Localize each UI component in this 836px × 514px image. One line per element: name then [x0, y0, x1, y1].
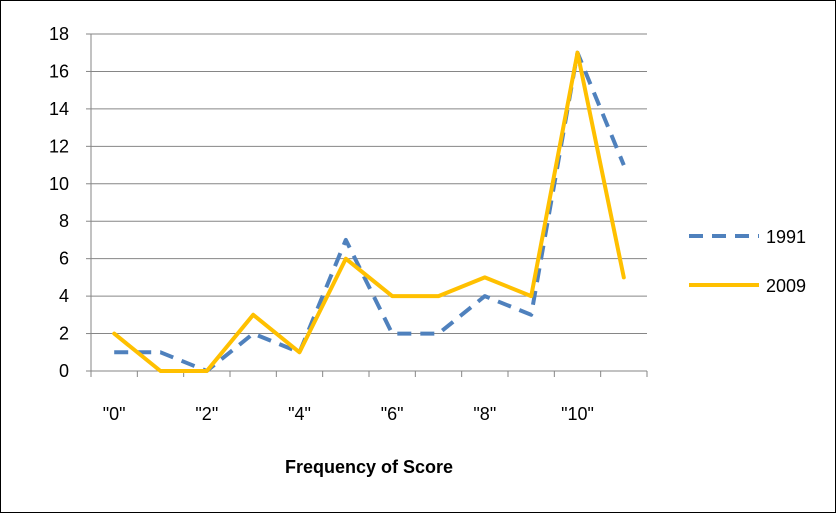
y-tick-label: 18	[49, 24, 69, 44]
y-tick-label: 16	[49, 61, 69, 81]
data-point-1991	[112, 350, 116, 354]
series-line-1991	[114, 50, 626, 373]
data-point-2009	[298, 350, 302, 354]
x-axis-title: Frequency of Score	[285, 457, 453, 477]
y-tick-label: 6	[59, 249, 69, 269]
y-tick-label: 12	[49, 136, 69, 156]
data-point-2009	[205, 369, 209, 373]
y-tick-label: 14	[49, 99, 69, 119]
x-tick-label: "2"	[195, 404, 218, 424]
data-point-2009	[390, 294, 394, 298]
x-tick-label: "0"	[103, 404, 126, 424]
x-tick-label: "4"	[288, 404, 311, 424]
x-tick-label: "8"	[473, 404, 496, 424]
y-tick-label: 0	[59, 361, 69, 381]
data-point-2009	[483, 275, 487, 279]
y-tick-label: 4	[59, 286, 69, 306]
data-point-2009	[576, 51, 580, 55]
data-point-2009	[159, 369, 163, 373]
data-point-1991	[437, 332, 441, 336]
data-point-1991	[483, 294, 487, 298]
data-point-2009	[344, 257, 348, 261]
data-point-1991	[344, 238, 348, 242]
data-point-1991	[251, 332, 255, 336]
x-tick-label: "10"	[561, 404, 594, 424]
series-line-2009	[112, 50, 626, 373]
data-point-2009	[529, 294, 533, 298]
x-tick-label: "6"	[381, 404, 404, 424]
data-point-1991	[529, 313, 533, 317]
y-tick-label: 8	[59, 211, 69, 231]
data-point-2009	[622, 275, 626, 279]
y-tick-label: 10	[49, 174, 69, 194]
data-point-1991	[622, 163, 626, 167]
data-point-2009	[251, 313, 255, 317]
legend-label-2009: 2009	[766, 276, 806, 296]
data-point-2009	[112, 332, 116, 336]
y-tick-label: 2	[59, 324, 69, 344]
data-point-1991	[390, 332, 394, 336]
legend-label-1991: 1991	[766, 227, 806, 247]
data-point-2009	[437, 294, 441, 298]
data-point-1991	[159, 350, 163, 354]
